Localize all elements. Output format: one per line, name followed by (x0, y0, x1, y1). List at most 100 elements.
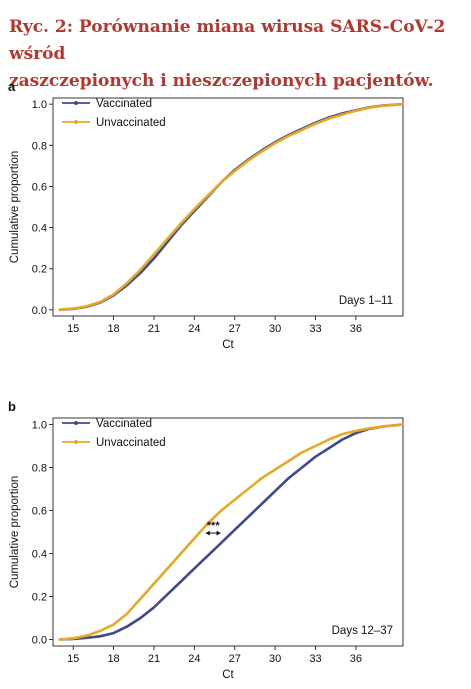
data-point-unvaccinated (368, 427, 371, 430)
data-point-unvaccinated (112, 293, 115, 296)
data-point-unvaccinated (99, 630, 102, 632)
y-tick-label: 0.0 (32, 305, 47, 317)
x-tick-label: 33 (309, 323, 321, 335)
data-point-unvaccinated (301, 128, 303, 131)
x-axis-label: Ct (222, 669, 234, 681)
y-tick-label: 0.8 (32, 462, 47, 474)
y-tick-label: 1.0 (32, 99, 47, 111)
data-point-unvaccinated (193, 537, 196, 540)
data-point-vaccinated (220, 541, 223, 544)
data-point-unvaccinated (274, 468, 277, 471)
data-point-unvaccinated (381, 425, 384, 428)
x-tick-label: 15 (67, 653, 79, 665)
data-point-vaccinated (233, 528, 236, 531)
data-point-unvaccinated (233, 498, 236, 501)
data-point-unvaccinated (341, 433, 344, 436)
data-point-unvaccinated (179, 552, 182, 555)
data-point-unvaccinated (260, 150, 263, 153)
data-point-vaccinated (153, 606, 155, 609)
legend-label-unvaccinated: Unvaccinated (96, 117, 166, 129)
data-point-unvaccinated (247, 159, 250, 162)
x-tick-label: 24 (188, 323, 200, 335)
y-tick-label: 0.2 (32, 264, 47, 276)
y-tick-label: 0.4 (32, 223, 47, 235)
data-point-unvaccinated (72, 637, 75, 640)
x-tick-label: 27 (229, 653, 241, 665)
series-line-vaccinated (58, 102, 405, 312)
data-point-vaccinated (166, 241, 169, 243)
chart-panel-a: a 0.0 0.2 0.4 0.6 0.8 1.0 15 18 21 24 27 30 33 36 Ct Cum… (8, 79, 405, 351)
data-point-unvaccinated (381, 104, 384, 107)
data-point-unvaccinated (139, 268, 142, 271)
data-point-unvaccinated (301, 451, 303, 454)
x-tick-label: 33 (309, 653, 321, 665)
legend-marker-unvaccinated (74, 120, 78, 124)
series-line-unvaccinated (58, 423, 405, 641)
x-tick-label: 15 (67, 323, 79, 335)
legend-label-vaccinated: Vaccinated (96, 418, 152, 430)
x-tick-label: 36 (350, 653, 362, 665)
figure-title-line-1: Ryc. 2: Porównanie miana wirusa SARS-CoV… (9, 17, 446, 64)
significance-arrowhead-left (205, 530, 210, 536)
data-point-vaccinated (206, 554, 209, 557)
data-point-unvaccinated (328, 117, 330, 120)
y-tick-label: 1.0 (32, 419, 47, 431)
y-tick-label: 0.6 (32, 505, 47, 517)
legend-marker-unvaccinated (74, 440, 78, 444)
data-point-unvaccinated (206, 522, 209, 525)
data-point-vaccinated (179, 580, 182, 583)
data-point-unvaccinated (233, 170, 236, 172)
days-annotation: Days 1–11 (339, 295, 393, 307)
data-point-unvaccinated (72, 307, 75, 310)
data-point-unvaccinated (179, 222, 182, 225)
data-point-unvaccinated (193, 208, 196, 210)
data-point-vaccinated (193, 567, 196, 570)
figure-title: Ryc. 2: Porównanie miana wirusa SARS-CoV… (9, 14, 464, 95)
data-point-vaccinated (139, 617, 142, 619)
data-point-vaccinated (166, 593, 169, 596)
y-tick-label: 0.8 (32, 140, 47, 152)
legend-marker-vaccinated (74, 421, 78, 425)
series-line-unvaccinated (58, 102, 405, 312)
legend-marker-vaccinated (74, 101, 78, 105)
data-point-unvaccinated (85, 305, 88, 308)
x-tick-label: 30 (269, 323, 281, 335)
x-tick-label: 18 (107, 653, 119, 665)
data-point-unvaccinated (274, 142, 277, 145)
data-point-unvaccinated (126, 612, 128, 615)
data-point-vaccinated (328, 447, 330, 450)
data-point-vaccinated (247, 516, 250, 518)
series-line-vaccinated (58, 423, 405, 641)
data-point-unvaccinated (153, 582, 155, 585)
data-point-unvaccinated (287, 135, 290, 137)
data-point-unvaccinated (314, 122, 317, 125)
data-point-vaccinated (153, 257, 155, 260)
x-tick-label: 21 (148, 323, 160, 335)
data-point-unvaccinated (341, 113, 344, 116)
plot-frame (52, 97, 404, 317)
x-tick-label: 27 (229, 323, 241, 335)
x-axis-label: Ct (222, 339, 234, 351)
data-point-unvaccinated (58, 308, 61, 311)
data-point-unvaccinated (247, 488, 250, 490)
data-point-vaccinated (112, 632, 115, 634)
plot-frame (52, 417, 404, 647)
data-point-unvaccinated (402, 103, 404, 106)
data-point-unvaccinated (99, 301, 102, 303)
legend-label-vaccinated: Vaccinated (96, 98, 152, 110)
data-point-unvaccinated (126, 282, 128, 284)
figure-title-line-2: zaszczepionych i nieszczepionych pacjent… (9, 71, 434, 91)
data-point-vaccinated (99, 635, 102, 638)
y-axis-label: Cumulative proportion (9, 151, 21, 264)
x-tick-label: 24 (188, 653, 200, 665)
data-point-unvaccinated (153, 253, 155, 256)
data-point-unvaccinated (220, 509, 223, 512)
data-point-vaccinated (301, 466, 303, 469)
data-point-unvaccinated (139, 597, 142, 600)
x-tick-label: 21 (148, 653, 160, 665)
data-point-vaccinated (287, 477, 290, 480)
legend-label-unvaccinated: Unvaccinated (96, 437, 166, 449)
data-point-unvaccinated (58, 638, 61, 641)
data-point-unvaccinated (368, 106, 371, 109)
chart-panel-b: b 0.0 0.2 0.4 0.6 0.8 1.0 15 18 21 24 27 30 33 36 Ct Cum… (8, 399, 405, 681)
